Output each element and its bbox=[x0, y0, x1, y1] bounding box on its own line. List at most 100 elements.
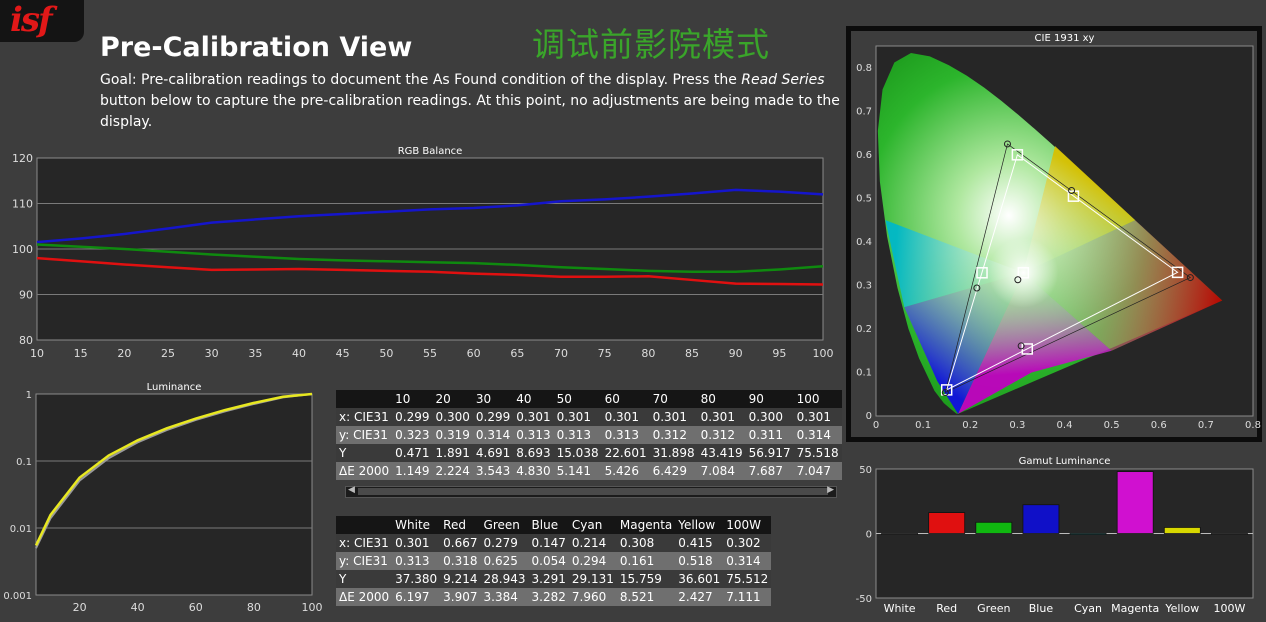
cie-measured-point bbox=[1017, 342, 1025, 350]
table-header-cell: White bbox=[395, 518, 431, 532]
rgb-x-tick: 35 bbox=[248, 347, 262, 360]
table-cell: 0.301 bbox=[395, 536, 430, 550]
table-cell: 0.301 bbox=[604, 410, 639, 424]
luminance-chart: Luminance 0.001 0.01 0.1 1 20 40 60 80 100 bbox=[3, 382, 323, 614]
table-cell: 0.518 bbox=[678, 554, 713, 568]
rgb-x-tick: 95 bbox=[772, 347, 786, 360]
table-cell: 3.282 bbox=[531, 590, 566, 604]
gamut-x-label: 100W bbox=[1214, 602, 1246, 615]
cie-x-tick: 0.5 bbox=[1104, 420, 1120, 431]
table-header-cell: Yellow bbox=[678, 518, 716, 532]
rgb-x-tick: 20 bbox=[117, 347, 131, 360]
cie-color-wedge bbox=[904, 272, 1024, 414]
table-header-row: 10 20 30 40 50 60 70 80 90 100 bbox=[336, 390, 842, 408]
lum-x-tick: 60 bbox=[189, 601, 203, 614]
table-cell: 43.419 bbox=[700, 446, 743, 460]
lum-plot-area bbox=[35, 393, 313, 596]
gamut-bar bbox=[1022, 504, 1060, 534]
scroll-left-icon[interactable]: ◀ bbox=[348, 485, 355, 495]
cie-measured-point bbox=[1014, 276, 1022, 284]
table-cell: 0.161 bbox=[619, 554, 655, 568]
rgb-x-tick: 90 bbox=[729, 347, 743, 360]
table-cell: 0.323 bbox=[395, 428, 430, 442]
lum-x-tick: 100 bbox=[302, 601, 323, 614]
table-cell: 3.543 bbox=[475, 464, 511, 478]
rgb-x-tick: 25 bbox=[161, 347, 175, 360]
goal-suffix: button below to capture the pre-calibrat… bbox=[100, 93, 840, 130]
table-header-cell bbox=[336, 390, 392, 408]
cie-x-tick: 0.3 bbox=[1009, 420, 1025, 431]
table-header-cell: 10 bbox=[395, 392, 411, 406]
gamut-bar bbox=[928, 512, 966, 534]
table-cell: 0.319 bbox=[435, 428, 470, 442]
gamut-x-label: Green bbox=[977, 602, 1010, 615]
gamut-readings-table: White Red Green Blue Cyan Magenta Yellow 100W x:… bbox=[336, 516, 772, 606]
table-cell: 0.294 bbox=[571, 554, 607, 568]
gamut-chart-title: Gamut Luminance bbox=[1019, 456, 1111, 467]
table-cell: 8.521 bbox=[619, 590, 655, 604]
table-horizontal-scrollbar[interactable]: ◀ ▶ bbox=[345, 485, 837, 498]
table-cell: 0.313 bbox=[604, 428, 639, 442]
table-cell: 31.898 bbox=[652, 446, 695, 460]
rgb-series-line bbox=[36, 256, 824, 286]
gamut-x-label: Yellow bbox=[1164, 602, 1199, 615]
table-row: x: CIE31 0.299 0.300 0.299 0.301 0.301 0.301 0.… bbox=[336, 408, 842, 426]
rgb-chart-title: RGB Balance bbox=[398, 146, 463, 157]
table-cell: 0.314 bbox=[726, 554, 761, 568]
table-cell: 7.960 bbox=[571, 590, 607, 604]
table-cell: 0.301 bbox=[796, 410, 831, 424]
gamut-bar bbox=[1069, 533, 1107, 535]
table-header-cell: 100 bbox=[796, 392, 820, 406]
table-row: y: CIE31 0.323 0.319 0.314 0.313 0.313 0.313 0.… bbox=[336, 426, 842, 444]
rgb-x-tick: 80 bbox=[641, 347, 655, 360]
gamut-table: White Red Green Blue Cyan Magenta Yellow 100W x:… bbox=[336, 516, 772, 606]
table-cell: 0.318 bbox=[443, 554, 478, 568]
table-header-cell: Blue bbox=[531, 518, 559, 532]
rgb-x-tick: 30 bbox=[205, 347, 219, 360]
gamut-x-label: Magenta bbox=[1111, 602, 1159, 615]
gamut-y-tick: 0 bbox=[866, 530, 872, 541]
table-cell: 0.313 bbox=[556, 428, 591, 442]
rgb-x-tick: 55 bbox=[423, 347, 437, 360]
table-cell: 1.891 bbox=[435, 446, 470, 460]
table-cell: 4.691 bbox=[475, 446, 511, 460]
rgb-x-tick: 100 bbox=[813, 347, 834, 360]
lum-y-tick: 1 bbox=[26, 390, 32, 401]
table-cell: 0.471 bbox=[395, 446, 430, 460]
gamut-bar bbox=[1211, 533, 1248, 535]
scroll-right-icon[interactable]: ▶ bbox=[827, 485, 834, 495]
cie-measured-point bbox=[1068, 187, 1076, 195]
cie-color-wedge bbox=[885, 220, 1024, 308]
cie-target-square bbox=[976, 267, 988, 279]
table-header-cell: 100W bbox=[726, 518, 762, 532]
series-table: 10 20 30 40 50 60 70 80 90 100 x: CIE31 0.299 0.300 0… bbox=[336, 390, 842, 480]
table-cell: 3.291 bbox=[531, 572, 566, 586]
table-cell: 5.426 bbox=[604, 464, 639, 478]
table-cell: 0.311 bbox=[748, 428, 783, 442]
table-cell: 4.830 bbox=[516, 464, 551, 478]
rgb-x-tick: 15 bbox=[74, 347, 88, 360]
scrollbar-thumb[interactable] bbox=[358, 488, 828, 495]
cie-y-tick: 0.8 bbox=[856, 63, 872, 74]
rgb-y-tick: 110 bbox=[12, 198, 33, 211]
lum-x-tick: 80 bbox=[247, 601, 261, 614]
page-title: Pre-Calibration View bbox=[100, 32, 413, 63]
cie-target-triangle bbox=[945, 154, 1179, 391]
table-header-cell: 90 bbox=[748, 392, 764, 406]
isf-logo: isf bbox=[0, 0, 84, 42]
table-cell: 0.301 bbox=[700, 410, 735, 424]
cie-target-square bbox=[1171, 266, 1184, 279]
table-cell: 0.300 bbox=[435, 410, 470, 424]
cie-y-tick: 0 bbox=[866, 411, 872, 422]
table-cell: 22.601 bbox=[604, 446, 647, 460]
table-cell: 0.301 bbox=[516, 410, 551, 424]
cie-target-square bbox=[1067, 190, 1080, 202]
gamut-y-tick: 50 bbox=[859, 465, 872, 476]
gamut-x-label: Red bbox=[936, 602, 957, 615]
table-cell: 75.518 bbox=[796, 446, 839, 460]
cie-x-tick: 0.1 bbox=[915, 420, 931, 431]
lum-series-line bbox=[34, 392, 313, 546]
table-row: Y 0.471 1.891 4.691 8.693 15.038 22.601 31.898 4… bbox=[336, 444, 842, 462]
read-series-emphasis: Read Series bbox=[741, 72, 825, 88]
gamut-x-label: White bbox=[884, 602, 916, 615]
